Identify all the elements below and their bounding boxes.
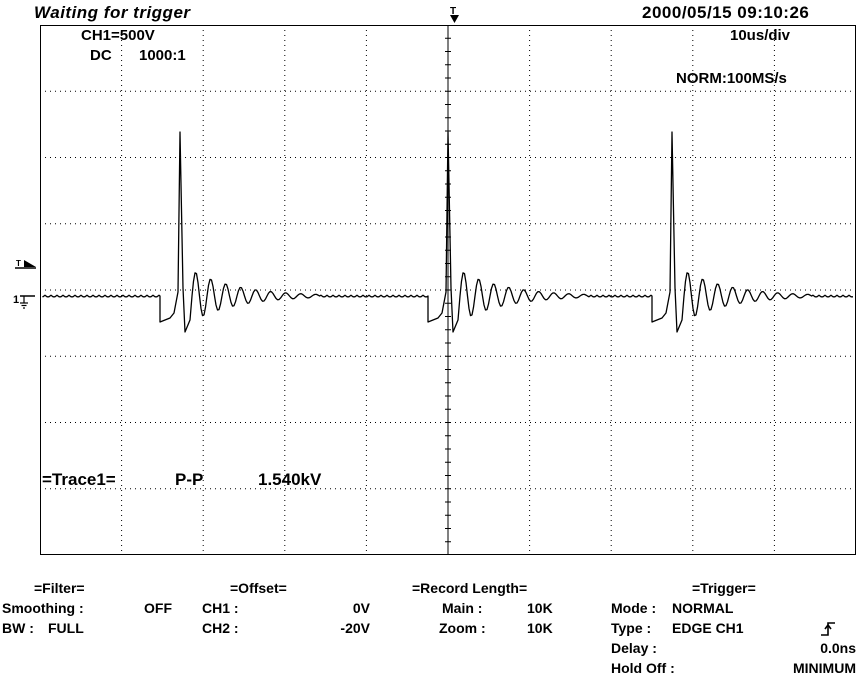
offset-ch1-value[interactable]: 0V (352, 600, 370, 616)
offset-panel: =Offset= CH1 : 0V CH2 : -20V (200, 578, 375, 638)
trigger-title: =Trigger= (692, 580, 756, 596)
record-length-title: =Record Length= (412, 580, 528, 596)
svg-text:T: T (450, 6, 456, 17)
ch1-probe-ratio: 1000:1 (139, 47, 186, 64)
filter-panel: =Filter= Smoothing : OFF BW : FULL (0, 578, 200, 638)
trigger-holdoff-label: Hold Off : (611, 660, 675, 676)
trigger-panel: =Trigger= Mode : NORMAL Type : EDGE CH1 … (608, 578, 857, 683)
offset-ch2-label: CH2 : (202, 620, 239, 636)
acquisition-mode: NORM:100MS/s (676, 70, 787, 87)
bw-value[interactable]: FULL (48, 620, 84, 636)
trigger-level-marker[interactable]: T (15, 258, 37, 270)
bw-label: BW : (2, 620, 34, 636)
date-time: 2000/05/15 09:10:26 (642, 3, 810, 22)
trace-label: =Trace1= (42, 470, 116, 489)
trigger-type-value[interactable]: EDGE CH1 (672, 620, 744, 636)
trigger-position-icon: T (450, 6, 459, 23)
record-length-panel: =Record Length= Main : 10K Zoom : 10K (412, 578, 592, 638)
trigger-delay-value[interactable]: 0.0ns (820, 640, 856, 656)
ch1-trace (42, 131, 853, 333)
offset-title: =Offset= (230, 580, 287, 596)
filter-title: =Filter= (34, 580, 85, 596)
trigger-mode-label: Mode : (611, 600, 657, 616)
measurement-value: 1.540kV (258, 470, 322, 489)
measurement-label: P-P (175, 470, 204, 489)
acquisition-status: Waiting for trigger (34, 3, 191, 22)
record-zoom-label: Zoom : (439, 620, 486, 636)
record-main-label: Main : (442, 600, 483, 616)
rising-edge-icon (821, 622, 835, 636)
trigger-holdoff-value[interactable]: MINIMUM (793, 660, 856, 676)
ch1-coupling: DC (90, 47, 112, 64)
timebase: 10us/div (730, 27, 791, 44)
svg-text:T: T (16, 259, 21, 268)
record-main-value[interactable]: 10K (527, 600, 553, 616)
offset-ch1-label: CH1 : (202, 600, 239, 616)
offset-ch2-value[interactable]: -20V (340, 620, 370, 636)
svg-text:1: 1 (13, 294, 19, 306)
record-zoom-value[interactable]: 10K (527, 620, 553, 636)
ch1-ground-marker[interactable]: 1 (13, 289, 35, 311)
trigger-mode-value[interactable]: NORMAL (672, 600, 734, 616)
smoothing-value[interactable]: OFF (144, 600, 172, 616)
ch1-vertical-scale: CH1=500V (81, 27, 155, 44)
trigger-delay-label: Delay : (611, 640, 657, 656)
trigger-type-label: Type : (611, 620, 652, 636)
smoothing-label: Smoothing : (2, 600, 84, 616)
